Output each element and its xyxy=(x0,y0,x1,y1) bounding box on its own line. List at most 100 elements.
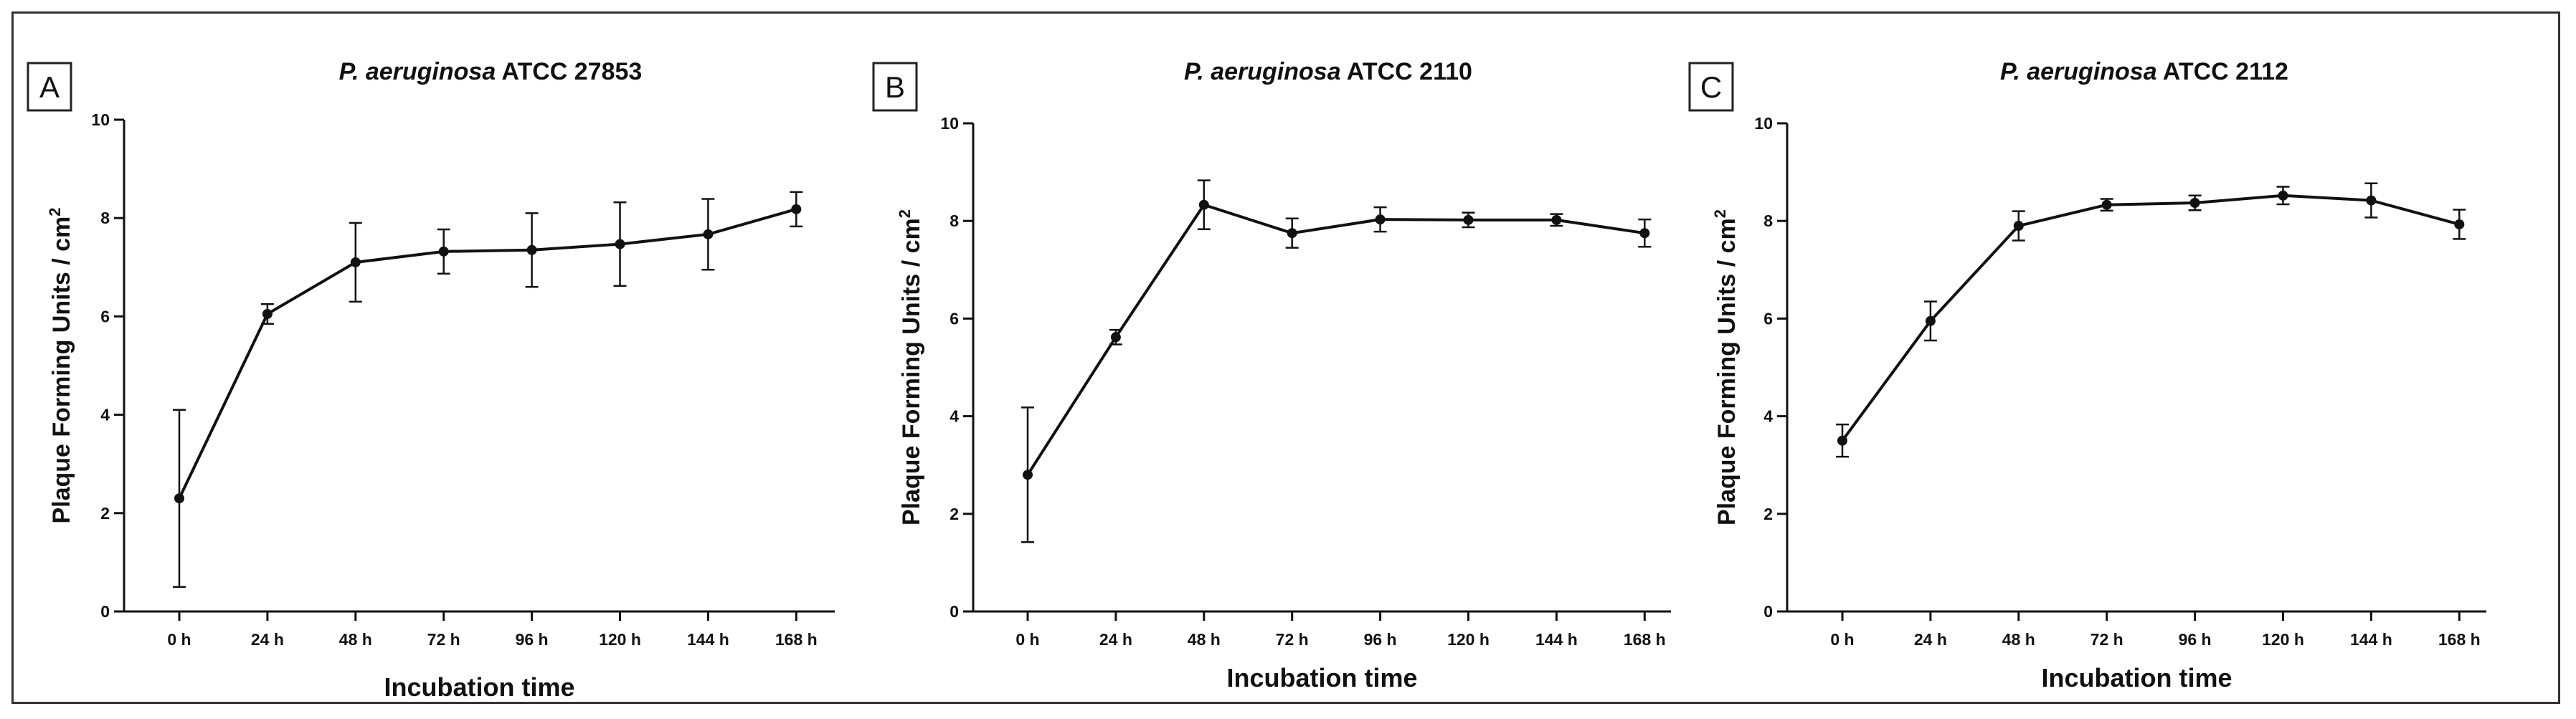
x-tick-label: 120 h xyxy=(2262,630,2304,649)
y-tick-label: 4 xyxy=(100,406,110,424)
chart-title: P. aeruginosa ATCC 2110 xyxy=(1184,58,1472,85)
data-point xyxy=(791,204,802,214)
x-tick-label: 168 h xyxy=(1624,630,1666,649)
y-tick-label: 10 xyxy=(91,110,110,129)
x-tick-label: 72 h xyxy=(2090,630,2123,649)
x-tick-label: 24 h xyxy=(1914,630,1947,649)
x-axis-label: Incubation time xyxy=(1226,663,1417,692)
x-tick-label: 72 h xyxy=(1276,630,1309,649)
data-point xyxy=(1925,315,1936,326)
chart-title: P. aeruginosa ATCC 2112 xyxy=(2000,58,2288,85)
panel-letter-box xyxy=(872,62,918,112)
figure-frame: A P. aeruginosa ATCC 27853 0 2 4 6 8 10 0 h 24 h 4… xyxy=(11,11,2560,704)
x-tick-label: 96 h xyxy=(516,630,549,649)
data-point xyxy=(2278,190,2288,201)
y-axis-label: Plaque Forming Units / cm2 xyxy=(1711,209,1741,525)
chart-title: P. aeruginosa ATCC 27853 xyxy=(339,58,643,85)
y-axis-label: Plaque Forming Units / cm2 xyxy=(46,207,75,523)
data-point xyxy=(703,229,714,239)
x-tick-label: 96 h xyxy=(2179,630,2212,649)
data-point xyxy=(615,239,625,249)
x-tick-label: 0 h xyxy=(1830,630,1854,649)
y-axis-label-text: Plaque Forming Units / cm xyxy=(48,216,75,524)
y-tick-label: 6 xyxy=(100,307,110,325)
data-point xyxy=(1023,470,1033,480)
x-tick-label: 0 h xyxy=(1015,630,1039,649)
y-tick-label: 4 xyxy=(950,407,959,426)
data-point xyxy=(438,246,449,257)
data-point xyxy=(174,493,184,504)
series-line xyxy=(1841,194,2460,442)
panel-letter-box xyxy=(1688,62,1734,112)
panel-letter: A xyxy=(39,70,60,104)
x-tick-label: 144 h xyxy=(687,630,729,649)
chart-title-strain: ATCC 2110 xyxy=(1341,58,1472,85)
y-axis-label-superscript: 2 xyxy=(1711,209,1729,218)
y-axis-label-superscript: 2 xyxy=(46,207,64,216)
figure-svg: A P. aeruginosa ATCC 27853 0 2 4 6 8 10 0 h 24 h 4… xyxy=(27,58,2486,702)
x-tick-label: 144 h xyxy=(2350,630,2392,649)
chart-title-strain: ATCC 2112 xyxy=(2157,58,2288,85)
chart-panel-c: C P. aeruginosa ATCC 2112 0 2 4 6 8 10 0 h 24 h 48… xyxy=(1688,58,2486,692)
chart-panel-b: B P. aeruginosa ATCC 2110 0 2 4 6 8 10 0 h 24 h 48… xyxy=(872,58,1671,692)
x-axis-label: Incubation time xyxy=(384,672,574,702)
y-tick-label: 4 xyxy=(1763,407,1773,426)
data-point xyxy=(526,244,537,255)
panel-letter: B xyxy=(885,70,905,104)
data-point xyxy=(2101,199,2112,210)
data-point xyxy=(1110,332,1121,343)
data-point xyxy=(262,308,273,319)
data-point xyxy=(1551,214,1562,225)
y-tick-label: 6 xyxy=(1763,309,1773,328)
y-tick-label: 0 xyxy=(950,602,959,621)
y-axis-label-superscript: 2 xyxy=(896,209,914,218)
data-point xyxy=(2013,221,2024,232)
x-tick-label: 24 h xyxy=(251,630,284,649)
data-point xyxy=(1639,228,1650,239)
x-axis-label: Incubation time xyxy=(2041,663,2232,692)
panel-letter-box xyxy=(27,62,72,112)
data-point xyxy=(1375,214,1386,225)
data-point xyxy=(1837,435,1847,446)
y-tick-label: 10 xyxy=(940,114,959,133)
y-tick-label: 2 xyxy=(950,505,959,523)
y-tick-label: 2 xyxy=(100,504,110,523)
x-tick-label: 120 h xyxy=(599,630,641,649)
x-tick-label: 48 h xyxy=(1188,630,1221,649)
data-point xyxy=(2189,198,2200,209)
chart-title-species: P. aeruginosa xyxy=(1184,58,1341,85)
series-line xyxy=(1026,203,1645,476)
x-tick-label: 72 h xyxy=(427,630,460,649)
y-tick-label: 8 xyxy=(100,209,110,227)
x-tick-label: 120 h xyxy=(1447,630,1490,649)
y-tick-label: 8 xyxy=(950,211,959,230)
y-tick-label: 8 xyxy=(1763,211,1773,230)
x-tick-label: 168 h xyxy=(2438,630,2481,649)
y-tick-label: 6 xyxy=(950,309,959,328)
data-point xyxy=(1198,199,1209,210)
data-point xyxy=(2454,219,2465,229)
chart-title-strain: ATCC 27853 xyxy=(496,58,642,85)
y-axis-label: Plaque Forming Units / cm2 xyxy=(896,209,925,525)
y-tick-label: 10 xyxy=(1754,114,1773,133)
y-tick-label: 0 xyxy=(1763,602,1773,621)
data-point xyxy=(2366,195,2377,206)
x-tick-label: 0 h xyxy=(167,630,191,649)
x-tick-label: 24 h xyxy=(1099,630,1132,649)
panel-letter: C xyxy=(1700,70,1722,104)
y-axis-label-text: Plaque Forming Units / cm xyxy=(1713,218,1741,525)
series-line xyxy=(178,207,797,500)
chart-title-species: P. aeruginosa xyxy=(2000,58,2157,85)
x-tick-label: 96 h xyxy=(1364,630,1397,649)
x-tick-label: 144 h xyxy=(1535,630,1578,649)
chart-title-species: P. aeruginosa xyxy=(339,58,496,85)
y-axis-label-text: Plaque Forming Units / cm xyxy=(898,218,925,525)
x-tick-label: 48 h xyxy=(339,630,372,649)
y-tick-label: 0 xyxy=(100,602,110,621)
data-point xyxy=(1463,214,1474,225)
x-tick-label: 48 h xyxy=(2002,630,2035,649)
y-tick-label: 2 xyxy=(1763,505,1773,523)
x-tick-label: 168 h xyxy=(775,630,818,649)
chart-panel-a: A P. aeruginosa ATCC 27853 0 2 4 6 8 10 0 h 24 h 4… xyxy=(27,58,835,702)
data-point xyxy=(350,257,361,267)
